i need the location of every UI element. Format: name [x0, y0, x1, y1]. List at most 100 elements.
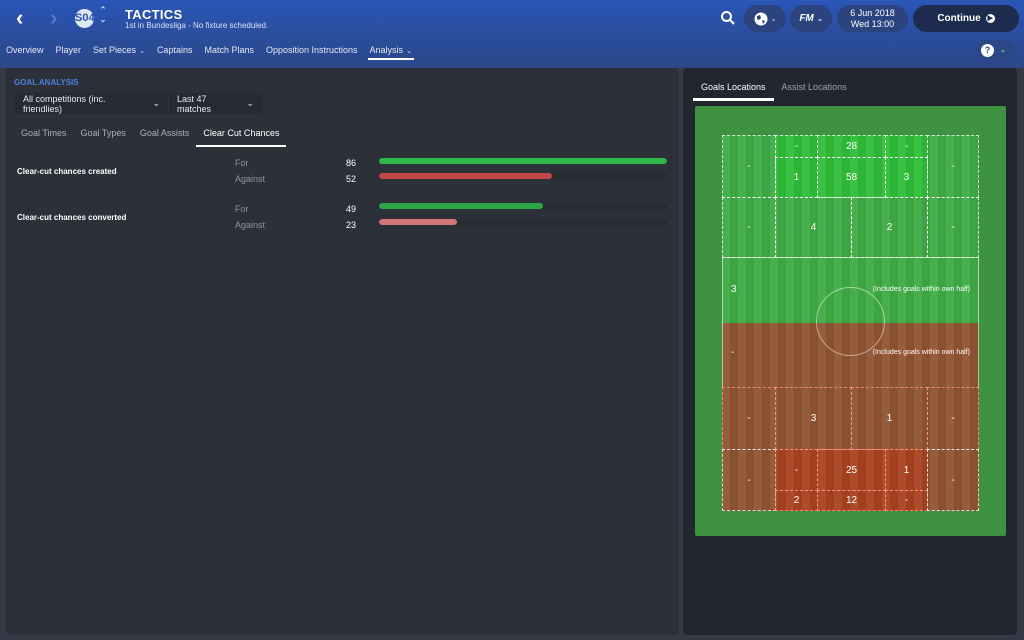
continue-button[interactable]: Continue ▶	[913, 5, 1019, 32]
centre-circle	[816, 287, 885, 356]
zone-defence-outside-right: -	[927, 387, 979, 450]
zone-attack-six-centre: 28	[817, 135, 886, 158]
zone-attack-six-left: -	[775, 135, 818, 158]
zone-defence-box-centre: 25	[817, 449, 886, 491]
zone-attack-right-wing: -	[927, 135, 979, 198]
matches-dropdown[interactable]: Last 47 matches ⌄	[168, 93, 262, 114]
row-label-for: For	[235, 204, 249, 214]
row-value: 52	[345, 174, 356, 184]
search-icon[interactable]	[720, 10, 736, 26]
globe-icon	[754, 12, 768, 25]
zone-defence-left-wing: -	[722, 449, 776, 511]
tab-analysis[interactable]: Analysis ⌄	[364, 42, 418, 62]
zone-attack-left-wing: -	[722, 135, 776, 198]
pitch-map: - - 28 - 1 58 3 - - 4 2 - 3 (Includes go…	[695, 106, 1006, 536]
bar-track	[379, 173, 667, 179]
locations-tabs: Goals Locations Assist Locations	[693, 82, 855, 102]
attack-own-half-value: 3	[731, 284, 737, 295]
tab-set-pieces[interactable]: Set Pieces ⌄	[93, 45, 145, 55]
play-arrow-icon: ▶	[985, 14, 995, 23]
bar-fill-for	[379, 203, 544, 209]
locations-panel: Goals Locations Assist Locations - - 28 …	[683, 68, 1017, 635]
zone-attack-box-centre: 58	[817, 157, 886, 198]
attack-own-half-note: (Includes goals within own half)	[872, 286, 970, 293]
tab-opposition-instructions[interactable]: Opposition Instructions	[266, 45, 358, 55]
zone-defence-outside-centre-left: 3	[775, 387, 852, 450]
zone-attack-own-half: 3 (Includes goals within own half)	[722, 257, 979, 323]
continue-label: Continue	[937, 13, 981, 24]
zone-defence-outside-left: -	[722, 387, 776, 450]
matches-value: Last 47 matches	[177, 93, 212, 114]
bar-track	[379, 219, 667, 225]
tab-captains[interactable]: Captains	[156, 45, 193, 55]
zone-attack-outside-centre-right: 2	[851, 197, 928, 258]
forward-arrow-icon[interactable]: ›	[50, 5, 58, 30]
row-label-for: For	[235, 158, 249, 168]
world-menu-button[interactable]: ⌄	[744, 5, 786, 32]
time-text: Wed 13:00	[850, 18, 895, 29]
tab-assist-locations[interactable]: Assist Locations	[781, 82, 847, 92]
subtab-goal-assists[interactable]: Goal Assists	[139, 128, 190, 138]
chevron-down-icon: ⌄	[246, 98, 254, 108]
subtab-goal-types[interactable]: Goal Types	[80, 128, 126, 138]
bar-track	[379, 203, 667, 209]
zone-defence-box-left: -	[775, 449, 818, 491]
fm-menu-button[interactable]: FM ⌄	[790, 5, 832, 32]
row-label-against: Against	[235, 220, 266, 230]
tab-overview[interactable]: Overview	[6, 45, 44, 55]
tab-goals-locations[interactable]: Goals Locations	[693, 82, 774, 102]
page-title: TACTICS	[125, 7, 183, 22]
tab-match-plans[interactable]: Match Plans	[204, 45, 254, 55]
stat-label-created: Clear-cut chances created	[17, 167, 117, 176]
zone-defence-outside-centre-right: 1	[851, 387, 928, 450]
zone-defence-own-half: - (Includes goals within own half)	[722, 323, 979, 388]
chevron-down-icon: ⌄	[139, 48, 145, 55]
goal-analysis-panel: GOAL ANALYSIS All competitions (inc. fri…	[6, 68, 679, 635]
top-header: ‹ › S04 ⌃ ⌄ TACTICS 1st in Bundesliga - N…	[0, 0, 1024, 68]
tab-player[interactable]: Player	[55, 45, 82, 55]
competition-value: All competitions (inc. friendlies)	[23, 93, 106, 114]
bar-fill-for	[379, 158, 667, 164]
zone-defence-six-centre: 12	[817, 490, 886, 511]
tactics-tabs: Overview Player Set Pieces ⌄ Captains Mat…	[0, 42, 418, 62]
bar-fill-against	[379, 173, 552, 179]
back-arrow-icon[interactable]: ‹	[16, 5, 24, 30]
penalty-area-defence	[775, 449, 928, 511]
subtab-goal-times[interactable]: Goal Times	[21, 128, 67, 138]
date-display[interactable]: 6 Jun 2018 Wed 13:00	[837, 5, 908, 32]
zone-defence-six-left: 2	[775, 490, 818, 511]
bar-track	[379, 158, 667, 164]
chevron-down-icon: ⌄	[816, 15, 823, 23]
row-value: 49	[345, 204, 356, 214]
zone-attack-six-right: -	[885, 135, 928, 158]
bar-fill-against	[379, 219, 457, 225]
fm-logo: FM	[799, 13, 814, 24]
club-badge-icon[interactable]: S04	[75, 9, 95, 28]
pitch-field: - - 28 - 1 58 3 - - 4 2 - 3 (Includes go…	[722, 135, 979, 511]
subtab-clear-cut-chances[interactable]: Clear Cut Chances	[196, 128, 287, 148]
row-value: 86	[345, 158, 356, 168]
chevron-down-icon: ⌄	[770, 15, 777, 23]
section-title: GOAL ANALYSIS	[14, 78, 79, 87]
page-subtitle: 1st in Bundesliga - No fixture scheduled…	[125, 21, 269, 30]
help-icon: ?	[981, 43, 994, 57]
defence-own-half-note: (Includes goals within own half)	[872, 349, 970, 356]
analysis-subtabs: Goal Times Goal Types Goal Assists Clear…	[14, 128, 287, 148]
stat-label-converted: Clear-cut chances converted	[17, 213, 127, 222]
zone-defence-box-right: 1	[885, 449, 928, 491]
zone-defence-six-right: -	[885, 490, 928, 511]
zone-attack-outside-right: -	[927, 197, 979, 258]
club-switch-chevrons-icon[interactable]: ⌃ ⌄	[99, 5, 107, 24]
zone-defence-right-wing: -	[927, 449, 979, 511]
zone-attack-outside-left: -	[722, 197, 776, 258]
chevron-down-icon: ⌄	[152, 98, 160, 108]
chevron-down-icon: ⌄	[406, 48, 412, 55]
zone-attack-box-left: 1	[775, 157, 818, 198]
help-button[interactable]: ? ⌄	[975, 40, 1015, 60]
row-label-against: Against	[235, 174, 266, 184]
chevron-down-icon: ⌄	[1000, 47, 1006, 54]
date-text: 6 Jun 2018	[850, 7, 895, 18]
zone-attack-box-right: 3	[885, 157, 928, 198]
competition-dropdown[interactable]: All competitions (inc. friendlies) ⌄	[15, 93, 168, 114]
defence-own-half-value: -	[731, 347, 735, 358]
